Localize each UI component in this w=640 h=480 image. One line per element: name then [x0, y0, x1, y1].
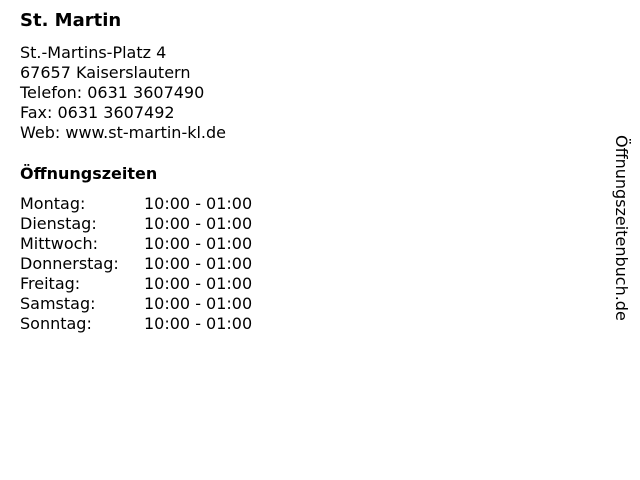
- time: 10:00 - 01:00: [144, 274, 253, 293]
- time: 10:00 - 01:00: [144, 314, 253, 333]
- address-block: St.-Martins-Platz 4 67657 Kaiserslautern…: [20, 43, 226, 143]
- website: Web: www.st-martin-kl.de: [20, 123, 227, 142]
- phone: Telefon: 0631 3607490: [20, 83, 205, 102]
- watermark: Öffnungszeitenbuch.de: [612, 135, 631, 321]
- day: Montag:: [20, 194, 86, 213]
- hours-row: Freitag: 10:00 - 01:00: [20, 274, 252, 294]
- day: Mittwoch:: [20, 234, 98, 253]
- time: 10:00 - 01:00: [144, 294, 253, 313]
- hours-row: Samstag: 10:00 - 01:00: [20, 294, 252, 314]
- hours-row: Dienstag: 10:00 - 01:00: [20, 214, 252, 234]
- time: 10:00 - 01:00: [144, 194, 253, 213]
- day: Dienstag:: [20, 214, 97, 233]
- time: 10:00 - 01:00: [144, 234, 253, 253]
- day: Samstag:: [20, 294, 96, 313]
- day: Donnerstag:: [20, 254, 119, 273]
- hours-row: Donnerstag: 10:00 - 01:00: [20, 254, 252, 274]
- hours-row: Sonntag: 10:00 - 01:00: [20, 314, 252, 334]
- hours-heading: Öffnungszeiten: [20, 164, 158, 183]
- day: Freitag:: [20, 274, 81, 293]
- city: 67657 Kaiserslautern: [20, 63, 191, 82]
- hours-row: Montag: 10:00 - 01:00: [20, 194, 252, 214]
- time: 10:00 - 01:00: [144, 254, 253, 273]
- business-name: St. Martin: [20, 10, 122, 31]
- hours-table: Montag: 10:00 - 01:00 Dienstag: 10:00 - 01…: [20, 194, 252, 334]
- hours-row: Mittwoch: 10:00 - 01:00: [20, 234, 252, 254]
- time: 10:00 - 01:00: [144, 214, 253, 233]
- fax: Fax: 0631 3607492: [20, 103, 175, 122]
- street: St.-Martins-Platz 4: [20, 43, 167, 62]
- day: Sonntag:: [20, 314, 92, 333]
